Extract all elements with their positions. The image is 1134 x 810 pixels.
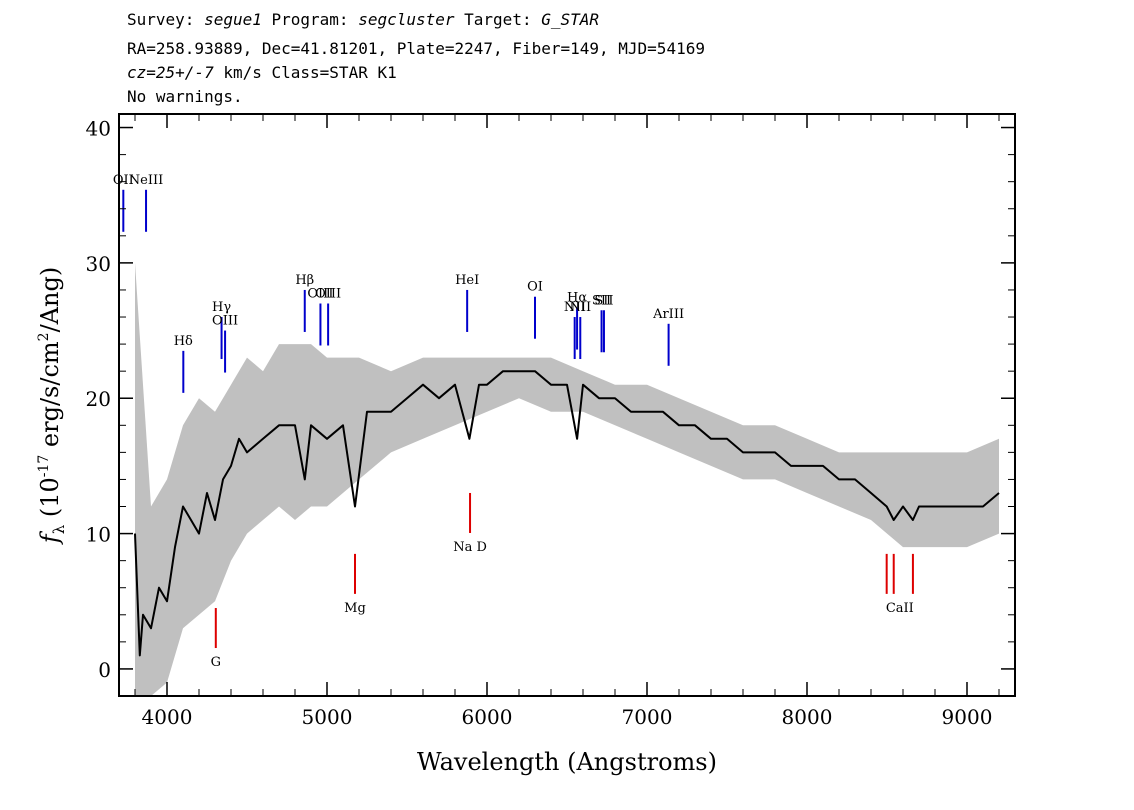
program-value: segcluster (358, 10, 455, 29)
survey-value: segue1 (204, 10, 262, 29)
header-line-1: Survey: segue1 Program: segcluster Targe… (127, 10, 599, 30)
x-tick-label: 4000 (142, 705, 193, 729)
y-tick-label: 0 (98, 658, 111, 682)
emission-line-label: OI (527, 280, 543, 295)
y-tick-label: 10 (86, 523, 111, 547)
axes: 4000 5000 6000 7000 8000 9000 0 10 20 30 40 (86, 114, 1015, 729)
y-axis-title: fλ (10-17 erg/s/cm2/Ang) (36, 267, 68, 545)
emission-line-label: HeI (455, 273, 479, 288)
emission-line-label: OIII (315, 286, 341, 301)
absorption-line-label: CaII (886, 601, 914, 616)
y-tick-label: 40 (86, 117, 111, 141)
flux-series (134, 370, 1000, 657)
emission-line-label: ArIII (652, 307, 684, 322)
emission-line-label: NeIII (129, 173, 163, 188)
absorption-line-label: Mg (344, 601, 366, 616)
emission-line-label: NII (569, 300, 591, 315)
emission-line-label: Hβ (295, 273, 314, 288)
noise-envelope (135, 262, 999, 696)
header-line-4: No warnings. (127, 87, 243, 106)
program-label: Program: (261, 10, 359, 29)
redshift-value: cz=25+/-7 (127, 63, 214, 82)
x-tick-label: 5000 (302, 705, 353, 729)
x-tick-label: 8000 (782, 705, 833, 729)
plot-frame (118, 113, 1016, 697)
emission-line-label: OIII (212, 314, 238, 329)
emission-line-label: NII (564, 300, 586, 315)
absorption-line-label: Na D (453, 540, 487, 555)
noise-band (135, 262, 999, 696)
emission-line-label: Hα (567, 291, 587, 306)
target-label: Target: (454, 10, 542, 29)
emission-line-label: SII (592, 293, 611, 308)
x-tick-label: 9000 (942, 705, 993, 729)
x-axis-title: Wavelength (Angstroms) (417, 748, 717, 776)
target-value: G_STAR (541, 10, 600, 29)
class-value: km/s Class=STAR K1 (213, 63, 397, 82)
header-line-2: RA=258.93889, Dec=41.81201, Plate=2247, … (127, 39, 705, 58)
absorption-line-label: G (211, 655, 221, 670)
survey-label: Survey: (127, 10, 205, 29)
emission-line-label: Hγ (212, 300, 231, 315)
x-tick-label: 6000 (462, 705, 513, 729)
emission-line-label: SII (594, 293, 613, 308)
y-tick-label: 30 (86, 252, 111, 276)
emission-line-label: Hδ (174, 334, 193, 349)
emission-line-label: OIII (307, 286, 333, 301)
header-line-3: cz=25+/-7 km/s Class=STAR K1 (127, 63, 397, 83)
y-tick-label: 20 (86, 387, 111, 411)
x-tick-label: 7000 (622, 705, 673, 729)
flux-line (134, 370, 1000, 657)
